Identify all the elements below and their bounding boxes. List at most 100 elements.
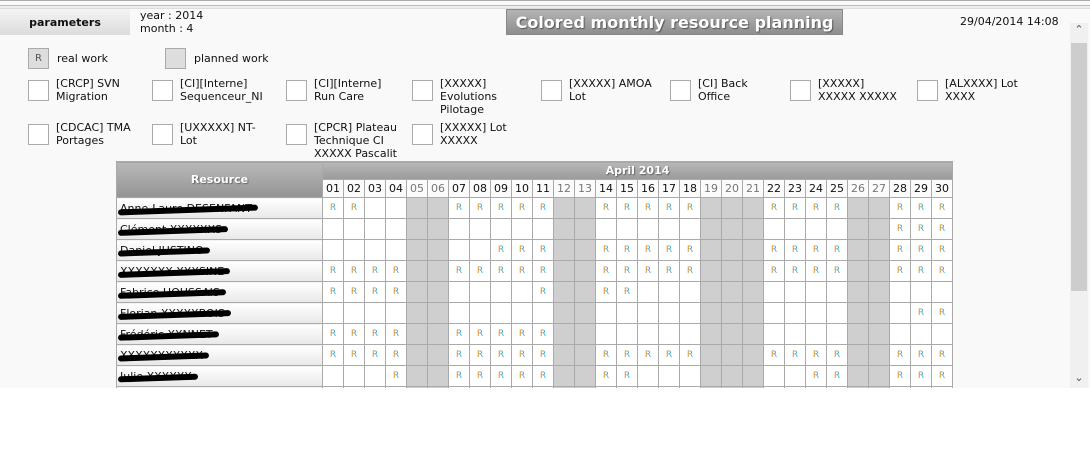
day-cell[interactable] [910,281,932,303]
day-cell[interactable]: R [784,197,806,219]
day-cell[interactable] [511,386,533,388]
day-cell[interactable]: R [658,260,680,282]
day-cell[interactable]: R [910,365,932,387]
day-cell[interactable] [847,365,869,387]
day-cell[interactable]: R [637,260,659,282]
day-cell[interactable]: R [385,344,407,366]
day-cell[interactable] [385,302,407,324]
day-cell[interactable] [469,302,491,324]
day-cell[interactable] [742,239,764,261]
day-cell[interactable]: R [469,365,491,387]
day-cell[interactable]: R [679,344,701,366]
day-cell[interactable] [385,197,407,219]
day-cell[interactable]: R [364,281,386,303]
project-checkbox[interactable] [28,124,49,145]
day-cell[interactable]: R [343,197,365,219]
day-cell[interactable] [406,365,428,387]
project-checkbox[interactable] [917,80,938,101]
day-cell[interactable]: R [448,197,470,219]
day-cell[interactable]: R [826,365,848,387]
day-cell[interactable]: R [826,197,848,219]
day-cell[interactable] [700,323,722,345]
day-cell[interactable] [532,386,554,388]
project-filter[interactable]: [CI][Interne] Run Care [286,77,399,103]
day-cell[interactable]: R [931,302,953,324]
day-cell[interactable] [700,197,722,219]
day-cell[interactable]: R [889,260,911,282]
day-cell[interactable] [595,218,617,240]
project-filter[interactable]: [CI] Back Office [670,77,783,103]
day-cell[interactable] [847,218,869,240]
day-cell[interactable] [511,218,533,240]
day-cell[interactable] [742,365,764,387]
day-cell[interactable]: R [343,344,365,366]
day-cell[interactable] [805,218,827,240]
day-cell[interactable]: R [763,344,785,366]
day-cell[interactable] [448,239,470,261]
day-cell[interactable] [847,323,869,345]
day-cell[interactable] [406,302,428,324]
project-checkbox[interactable] [152,124,173,145]
day-cell[interactable]: R [595,239,617,261]
day-cell[interactable] [805,386,827,388]
day-cell[interactable] [427,302,449,324]
day-cell[interactable] [553,365,575,387]
day-cell[interactable]: R [490,365,512,387]
day-cell[interactable] [721,218,743,240]
day-cell[interactable] [343,302,365,324]
day-cell[interactable] [574,197,596,219]
day-cell[interactable] [868,239,890,261]
day-cell[interactable]: R [679,197,701,219]
project-filter[interactable]: [UXXXXX] NT-Lot [152,121,265,147]
day-cell[interactable] [322,302,344,324]
day-cell[interactable]: R [826,260,848,282]
day-cell[interactable] [553,218,575,240]
day-cell[interactable] [322,365,344,387]
day-cell[interactable]: R [889,197,911,219]
day-cell[interactable] [763,323,785,345]
day-cell[interactable] [931,281,953,303]
day-cell[interactable]: R [889,239,911,261]
day-cell[interactable]: R [910,344,932,366]
project-checkbox[interactable] [28,80,49,101]
day-cell[interactable]: R [385,365,407,387]
day-cell[interactable] [910,386,932,388]
day-cell[interactable]: R [511,365,533,387]
day-cell[interactable] [490,302,512,324]
day-cell[interactable] [364,197,386,219]
day-cell[interactable]: R [322,260,344,282]
day-cell[interactable] [364,239,386,261]
vertical-scrollbar[interactable]: ⌃ ⌄ [1070,23,1088,388]
day-cell[interactable] [469,281,491,303]
day-cell[interactable] [742,281,764,303]
day-cell[interactable]: R [511,239,533,261]
day-cell[interactable] [490,281,512,303]
day-cell[interactable] [406,218,428,240]
project-filter[interactable]: [XXXXX] Evolutions Pilotage [412,77,525,116]
day-cell[interactable]: R [805,260,827,282]
project-checkbox[interactable] [152,80,173,101]
day-cell[interactable]: R [637,239,659,261]
day-cell[interactable] [721,302,743,324]
day-cell[interactable] [742,302,764,324]
day-cell[interactable]: R [364,260,386,282]
day-cell[interactable]: R [763,197,785,219]
day-cell[interactable] [469,218,491,240]
day-cell[interactable]: R [805,344,827,366]
day-cell[interactable] [742,344,764,366]
day-cell[interactable] [490,386,512,388]
day-cell[interactable] [637,323,659,345]
day-cell[interactable] [406,197,428,219]
day-cell[interactable] [868,386,890,388]
day-cell[interactable] [847,239,869,261]
day-cell[interactable] [574,302,596,324]
day-cell[interactable] [868,302,890,324]
day-cell[interactable] [826,281,848,303]
project-filter[interactable]: [XXXXX] XXXXX XXXXX [790,77,903,103]
day-cell[interactable] [448,281,470,303]
day-cell[interactable] [889,323,911,345]
project-checkbox[interactable] [286,80,307,101]
day-cell[interactable] [763,281,785,303]
day-cell[interactable]: R [532,281,554,303]
parameters-button[interactable]: parameters [0,9,130,35]
